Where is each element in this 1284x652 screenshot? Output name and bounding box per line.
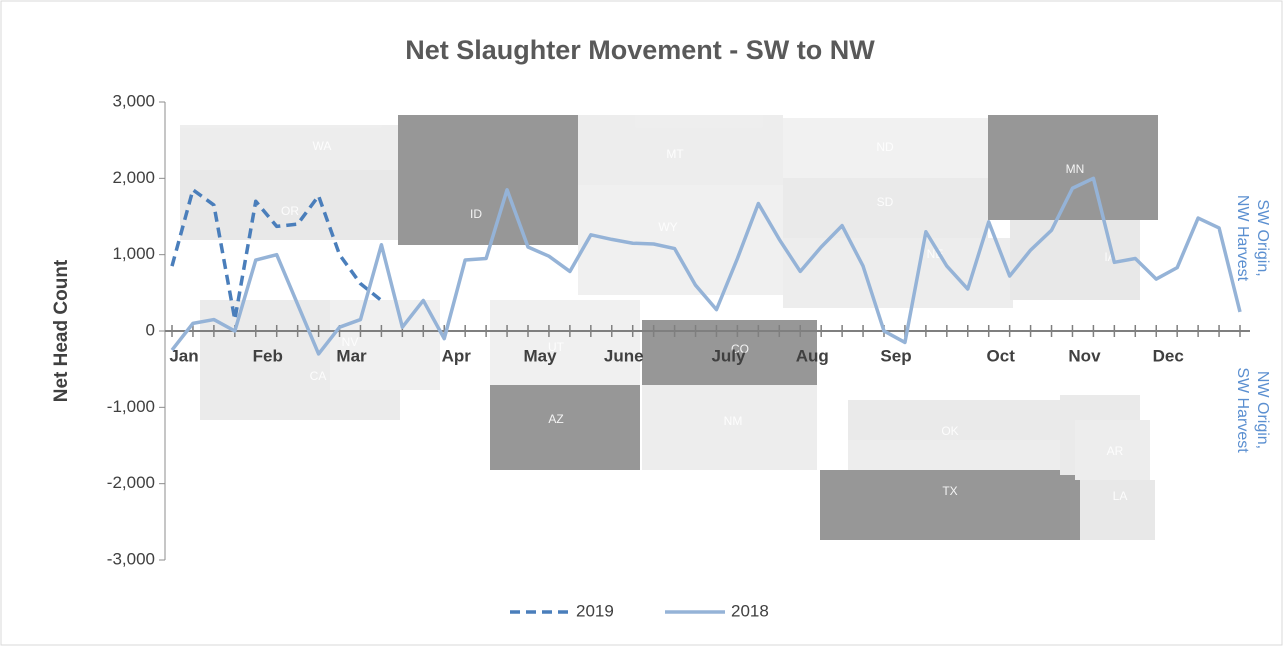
- map-label: CA: [310, 369, 327, 383]
- map-label: UT: [548, 340, 565, 354]
- annotation: SW Harvest: [1234, 367, 1251, 453]
- map-region: [398, 115, 578, 245]
- x-tick-label: Mar: [336, 346, 367, 365]
- map-label: MT: [666, 147, 684, 161]
- map-label: WA: [313, 139, 332, 153]
- x-tick-label: Sep: [880, 346, 911, 365]
- map-region: [783, 178, 988, 238]
- annotation: SW Origin,: [1254, 199, 1271, 276]
- y-tick-label: 2,000: [112, 168, 155, 187]
- map-region: [783, 238, 1013, 308]
- x-tick-label: June: [604, 346, 644, 365]
- chart-title: Net Slaughter Movement - SW to NW: [405, 35, 875, 65]
- map-region: [330, 300, 440, 390]
- x-tick-label: Nov: [1068, 346, 1101, 365]
- map-label: WY: [658, 220, 677, 234]
- y-tick-label: 3,000: [112, 91, 155, 110]
- map-label: CO: [731, 342, 749, 356]
- map-label: KS: [937, 347, 953, 361]
- y-tick-label: -2,000: [107, 473, 155, 492]
- y-tick-label: 1,000: [112, 244, 155, 263]
- map-label: NV: [342, 335, 359, 349]
- x-tick-label: Dec: [1153, 346, 1184, 365]
- map-region: [490, 300, 640, 390]
- y-tick-label: -1,000: [107, 397, 155, 416]
- map-region: [180, 125, 400, 170]
- map-label: OR: [281, 204, 299, 218]
- map-region: [820, 470, 1080, 540]
- map-label: OK: [941, 424, 958, 438]
- map-label: ND: [876, 140, 894, 154]
- map-label: AR: [1107, 444, 1124, 458]
- map-label: ID: [470, 207, 482, 221]
- x-tick-label: Aug: [796, 346, 829, 365]
- y-axis-title: Net Head Count: [51, 259, 72, 402]
- x-tick-label: Feb: [253, 346, 283, 365]
- map-label: LA: [1113, 489, 1128, 503]
- x-tick-label: Apr: [442, 346, 472, 365]
- map-label: AZ: [548, 412, 563, 426]
- map-region: [988, 115, 1158, 220]
- map-region: [1075, 420, 1150, 480]
- x-tick-label: July: [711, 346, 746, 365]
- map-region: [642, 385, 817, 470]
- x-tick-label: Oct: [987, 346, 1016, 365]
- map-region: [490, 385, 640, 470]
- legend-label: 2018: [731, 601, 769, 620]
- map-region: [1080, 480, 1155, 540]
- y-tick-label: 0: [146, 320, 155, 339]
- series-line: [170, 188, 383, 322]
- x-tick-label: May: [523, 346, 557, 365]
- legend-label: 2019: [576, 601, 614, 620]
- annotation: NW Origin,: [1254, 371, 1271, 449]
- map-label: MO: [1110, 350, 1129, 364]
- map-region: [578, 115, 783, 185]
- y-tick-label: -3,000: [107, 549, 155, 568]
- series-line: [170, 176, 1242, 356]
- map-label: MN: [1066, 162, 1085, 176]
- map-label: NM: [724, 414, 743, 428]
- map-region: [783, 118, 988, 178]
- map-label: SD: [877, 195, 894, 209]
- map-label: TX: [942, 484, 957, 498]
- x-tick-label: Jan: [169, 346, 198, 365]
- annotation: NW Harvest: [1234, 195, 1251, 282]
- map-label: IA: [1104, 250, 1115, 264]
